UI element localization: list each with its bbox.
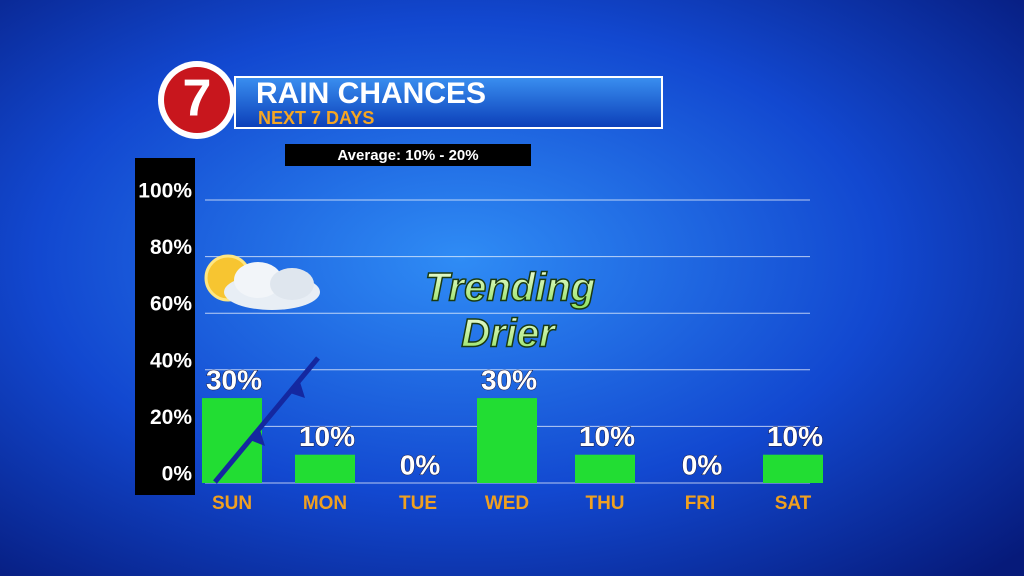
- y-tick-label: 20%: [150, 406, 192, 429]
- y-tick-label: 80%: [150, 236, 192, 259]
- bar: [575, 454, 635, 483]
- value-label: 0%: [400, 449, 441, 480]
- y-tick-label: 60%: [150, 293, 192, 316]
- y-tick-label: 40%: [150, 349, 192, 372]
- y-axis-strip: [135, 158, 195, 495]
- trend-note: Drier: [461, 312, 557, 356]
- y-tick-label: 0%: [162, 463, 193, 486]
- value-label: 10%: [767, 421, 823, 452]
- x-tick-label: THU: [585, 493, 624, 514]
- trend-note: Trending: [425, 266, 595, 310]
- value-label: 10%: [579, 421, 635, 452]
- value-label: 30%: [206, 364, 262, 395]
- cold-front: [213, 356, 320, 484]
- logo-disc: [164, 67, 230, 133]
- value-label: 30%: [481, 364, 537, 395]
- x-tick-label: MON: [303, 493, 347, 514]
- x-tick-label: SAT: [775, 493, 812, 514]
- average-box: [285, 144, 531, 166]
- bar: [477, 398, 537, 483]
- x-tick-label: WED: [485, 493, 529, 514]
- title-box: [234, 76, 663, 129]
- bar: [295, 454, 355, 483]
- x-tick-label: SUN: [212, 493, 252, 514]
- logo-text: 7: [183, 70, 212, 128]
- y-tick-label: 100%: [138, 180, 192, 203]
- chart-subtitle: NEXT 7 DAYS: [258, 108, 374, 128]
- value-label: 0%: [682, 449, 723, 480]
- x-tick-label: TUE: [399, 493, 437, 514]
- average-note: Average: 10% - 20%: [337, 147, 478, 164]
- chart-title: RAIN CHANCES: [256, 77, 486, 110]
- bar: [763, 454, 823, 483]
- value-label: 10%: [299, 421, 355, 452]
- weather-icon: [204, 254, 320, 310]
- x-tick-label: FRI: [685, 493, 716, 514]
